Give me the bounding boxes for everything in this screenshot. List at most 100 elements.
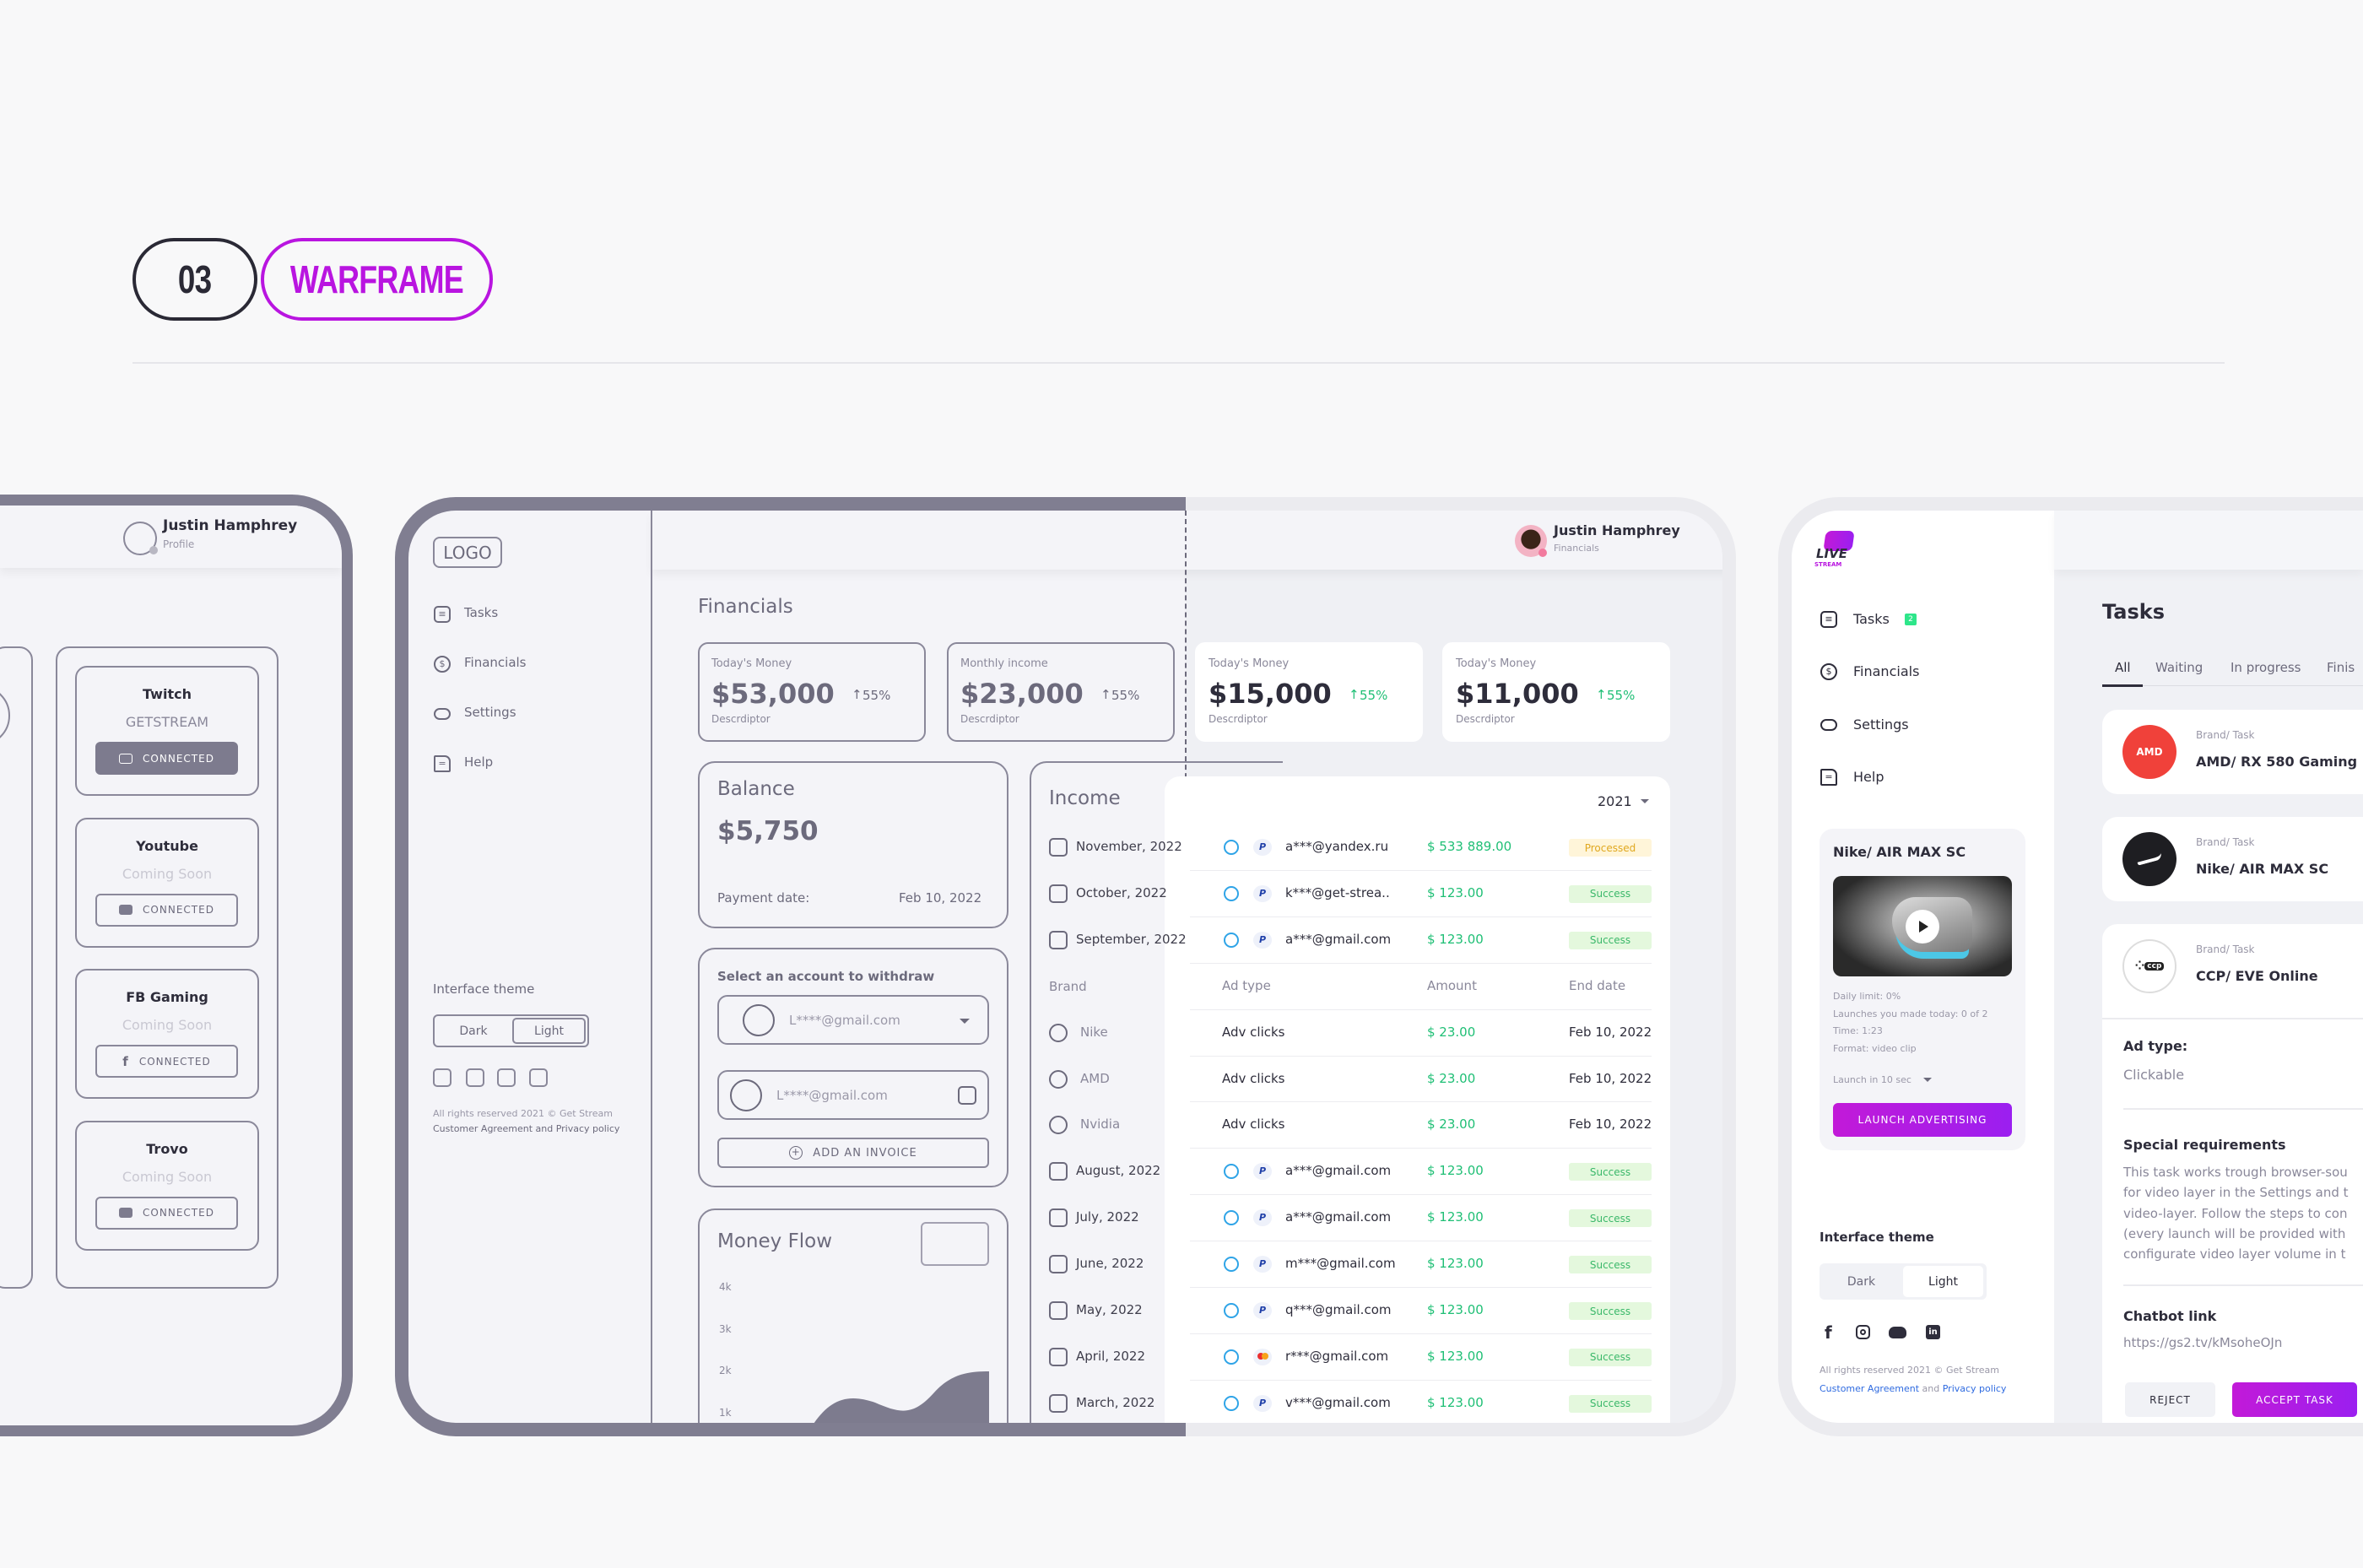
- user-icon: [1224, 1210, 1239, 1226]
- sidebar-item-help[interactable]: Help: [1853, 768, 1884, 785]
- email: a***@yandex.ru: [1285, 839, 1389, 854]
- chatbot-link[interactable]: https://gs2.tv/kMsoheOJn: [2123, 1335, 2283, 1350]
- user-icon: [1224, 840, 1239, 855]
- theme-toggle[interactable]: Dark Light: [433, 1014, 589, 1047]
- sidebar-item-tasks[interactable]: Tasks: [1853, 611, 1890, 627]
- month-checkbox[interactable]: [1049, 1301, 1068, 1320]
- tab-finis[interactable]: Finis: [2327, 660, 2355, 675]
- facebook-icon: f: [122, 1053, 129, 1069]
- logo-text: LIVE: [1816, 546, 1847, 561]
- row-separator: [1190, 1379, 1652, 1381]
- privacy-policy-link[interactable]: Privacy policy: [1942, 1383, 2007, 1394]
- user-role: Profile: [163, 538, 195, 550]
- account-select[interactable]: [717, 995, 989, 1045]
- launch-advertising-button[interactable]: LAUNCH ADVERTISING: [1833, 1103, 2012, 1137]
- promo-title: Nike/ AIR MAX SC: [1833, 844, 1966, 860]
- theme-light-option[interactable]: Light: [512, 1018, 586, 1044]
- stat-card: [1442, 642, 1670, 742]
- month-checkbox[interactable]: [1049, 1162, 1068, 1181]
- theme-light-option[interactable]: Light: [1903, 1266, 1983, 1297]
- promo-video[interactable]: [1833, 876, 2012, 976]
- balance-title: Balance: [717, 778, 795, 800]
- month-checkbox[interactable]: [1049, 1208, 1068, 1228]
- social-placeholder-3[interactable]: [497, 1068, 516, 1087]
- row-separator: [1190, 916, 1652, 917]
- footer-links[interactable]: Customer Agreement and Privacy policy: [433, 1123, 620, 1134]
- theme-toggle[interactable]: Dark Light: [1820, 1263, 1987, 1300]
- launch-delay-select[interactable]: Launch in 10 sec: [1833, 1074, 1932, 1085]
- month-checkbox[interactable]: [1049, 930, 1068, 949]
- paypal-icon: P: [1253, 1302, 1272, 1319]
- brand-radio[interactable]: [1049, 1069, 1068, 1089]
- theme-label: Interface theme: [1820, 1230, 1934, 1245]
- customer-agreement-link[interactable]: Customer Agreement: [1820, 1383, 1920, 1394]
- row-separator: [1190, 1194, 1652, 1196]
- sidebar-item-financials[interactable]: Financials: [1853, 663, 1920, 680]
- social-placeholder-1[interactable]: [433, 1068, 452, 1087]
- connected-button[interactable]: f CONNECTED: [95, 1045, 238, 1078]
- sidebar-item-settings[interactable]: Settings: [464, 705, 516, 720]
- requirements-label: Special requirements: [2123, 1137, 2286, 1153]
- task-brand-label: Brand/ Task: [2196, 944, 2255, 955]
- email: a***@gmail.com: [1285, 1209, 1392, 1225]
- requirements-text: This task works trough browser-sou: [2123, 1165, 2348, 1180]
- live-stream-logo[interactable]: LIVE STREAM: [1813, 527, 1863, 570]
- period-select[interactable]: [921, 1222, 989, 1266]
- connected-button[interactable]: CONNECTED: [95, 893, 238, 927]
- stat-value: $23,000: [960, 678, 1084, 710]
- avatar[interactable]: [123, 522, 157, 555]
- brand-radio[interactable]: [1049, 1116, 1068, 1135]
- reject-button[interactable]: REJECT: [2125, 1382, 2215, 1417]
- requirements-text: for video layer in the Settings and t: [2123, 1185, 2349, 1201]
- ad-type-label: Ad type:: [2123, 1038, 2188, 1054]
- month-checkbox[interactable]: [1049, 884, 1068, 903]
- account-checkbox[interactable]: [958, 1086, 976, 1105]
- tab-waiting[interactable]: Waiting: [2155, 660, 2203, 675]
- chevron-down-icon: [1922, 1078, 1932, 1082]
- tab-all[interactable]: All: [2115, 660, 2131, 675]
- amount: $ 123.00: [1427, 1394, 1484, 1410]
- month-checkbox[interactable]: [1049, 1393, 1068, 1413]
- sidebar-item-tasks[interactable]: Tasks: [464, 605, 499, 620]
- add-invoice-button[interactable]: + ADD AN INVOICE: [717, 1138, 989, 1168]
- amd-logo: AMD: [2122, 725, 2176, 779]
- status-badge: Success: [1569, 1209, 1652, 1228]
- connected-button[interactable]: CONNECTED: [95, 742, 238, 775]
- social-placeholder-4[interactable]: [529, 1068, 548, 1087]
- facebook-icon[interactable]: f: [1825, 1322, 1832, 1343]
- play-icon[interactable]: [1906, 910, 1939, 944]
- stat-label: Today's Money: [711, 657, 792, 670]
- detail-divider: [2123, 1284, 2363, 1286]
- month-checkbox[interactable]: [1049, 1255, 1068, 1274]
- instagram-icon[interactable]: [1856, 1325, 1870, 1339]
- ad-type-value: Clickable: [2123, 1067, 2185, 1083]
- brand-radio[interactable]: [1049, 1023, 1068, 1042]
- month-checkbox[interactable]: [1049, 1347, 1068, 1366]
- month-label: March, 2022: [1076, 1394, 1155, 1410]
- stat-value: $11,000: [1456, 678, 1579, 710]
- chevron-down-icon[interactable]: [960, 1019, 970, 1024]
- detail-divider: [2123, 1108, 2363, 1110]
- connected-button[interactable]: CONNECTED: [95, 1196, 238, 1230]
- email: m***@gmail.com: [1285, 1256, 1396, 1272]
- discord-icon[interactable]: [1889, 1327, 1906, 1338]
- month-checkbox[interactable]: [1049, 838, 1068, 857]
- status-badge: Success: [1569, 1394, 1652, 1413]
- row-separator: [1190, 1148, 1652, 1149]
- logo[interactable]: LOGO: [433, 537, 502, 568]
- theme-dark-option[interactable]: Dark: [1847, 1274, 1876, 1289]
- twitch-icon: [119, 753, 133, 764]
- ad-type: Adv clicks: [1222, 1117, 1285, 1133]
- social-placeholder-2[interactable]: [466, 1068, 484, 1087]
- linkedin-icon[interactable]: in: [1926, 1325, 1940, 1339]
- sidebar-item-help[interactable]: Help: [464, 754, 494, 770]
- tab-in-progress[interactable]: In progress: [2231, 660, 2301, 675]
- year-select[interactable]: 2021: [1598, 793, 1649, 809]
- sidebar-item-settings[interactable]: Settings: [1853, 716, 1909, 733]
- theme-dark-option[interactable]: Dark: [459, 1024, 488, 1038]
- row-separator: [1190, 1287, 1652, 1288]
- account-option[interactable]: [717, 1070, 989, 1120]
- section-number-badge: 03: [132, 238, 257, 321]
- accept-task-button[interactable]: ACCEPT TASK: [2232, 1382, 2357, 1417]
- sidebar-item-financials[interactable]: Financials: [464, 655, 527, 670]
